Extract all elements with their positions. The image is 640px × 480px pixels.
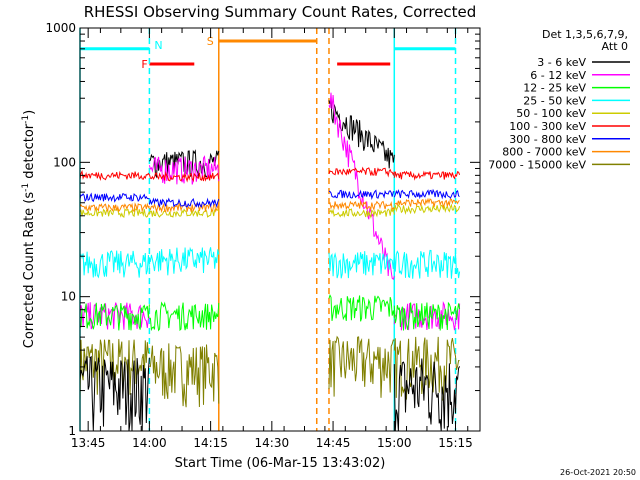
x-axis-label: Start Time (06-Mar-15 13:43:02) (175, 456, 386, 471)
legend-label: 50 - 100 keV (516, 107, 586, 120)
annotation-label: N (154, 39, 162, 52)
series-line-6 (393, 170, 461, 181)
y-axis-label: Corrected Count Rate (s-1 detector-1) (21, 110, 37, 348)
y-tick-label: 10 (61, 290, 76, 304)
x-tick-label: 14:00 (132, 436, 167, 450)
series-line-7 (79, 192, 150, 203)
footer-timestamp: 26-Oct-2021 20:50 (560, 468, 636, 477)
series-line-9 (149, 343, 220, 408)
series-line-8 (79, 202, 150, 213)
series-line-6 (79, 169, 150, 181)
chart-title: RHESSI Observing Summary Count Rates, Co… (84, 3, 477, 21)
series-line-6 (148, 170, 220, 183)
x-tick-label: 14:45 (316, 436, 351, 450)
series-line-5 (393, 203, 461, 215)
series-line-3 (149, 301, 220, 332)
series-line-2 (148, 155, 220, 185)
series-line-5 (148, 208, 220, 218)
legend-label: 7000 - 15000 keV (488, 158, 586, 171)
series-line-7 (148, 197, 220, 209)
x-tick-label: 13:45 (71, 436, 106, 450)
annotation-label: F (141, 58, 147, 71)
series-line-2 (393, 301, 461, 331)
plot-frame (79, 27, 481, 432)
series-line-3 (79, 302, 150, 331)
legend-label: 300 - 800 keV (509, 133, 586, 146)
y-tick-label: 100 (53, 155, 76, 169)
series-line-3 (328, 294, 395, 322)
series-line-1 (79, 355, 150, 432)
series-line-7 (328, 189, 395, 201)
series-line-3 (393, 301, 461, 331)
series-line-6 (328, 166, 395, 178)
legend-label: 25 - 50 keV (523, 94, 586, 107)
series-line-5 (328, 207, 395, 219)
series-line-7 (393, 188, 460, 200)
series-line-8 (394, 197, 460, 209)
y-tick-label: 1000 (45, 21, 76, 35)
series-line-4 (148, 246, 220, 276)
series-line-1 (393, 358, 461, 432)
legend-label: 6 - 12 keV (530, 69, 586, 82)
legend-label: 3 - 6 keV (537, 56, 586, 69)
x-tick-label: 15:00 (377, 436, 412, 450)
annotation-label: S (207, 35, 214, 48)
series-line-4 (328, 251, 395, 279)
x-tick-label: 15:15 (438, 436, 473, 450)
series-line-4 (79, 250, 150, 279)
legend-header-line2: Att 0 (602, 40, 628, 53)
legend-label: 12 - 25 keV (523, 82, 586, 95)
series-line-9 (328, 335, 395, 398)
legend-header-line1: Det 1,3,5,6,7,9, (542, 28, 628, 41)
legend-label: 100 - 300 keV (509, 120, 586, 133)
series-line-8 (328, 199, 395, 212)
x-tick-label: 14:15 (193, 436, 228, 450)
series-line-4 (393, 249, 461, 279)
series-line-2 (328, 92, 395, 281)
legend-label: 800 - 7000 keV (502, 146, 586, 159)
x-tick-label: 14:30 (255, 436, 290, 450)
y-tick-label: 1 (68, 424, 76, 438)
